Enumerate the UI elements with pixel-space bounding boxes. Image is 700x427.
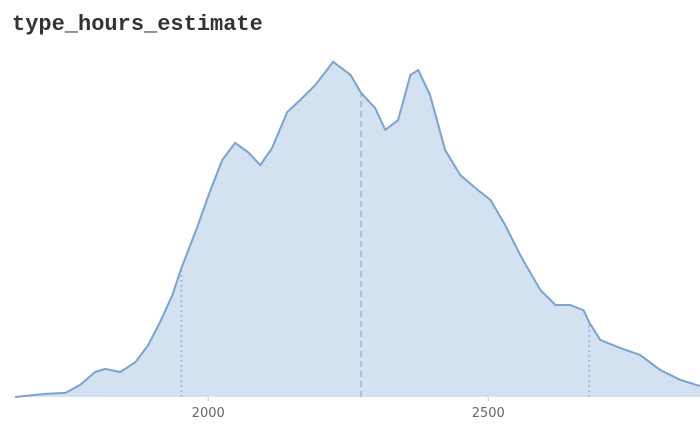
chart-title: type_hours_estimate (12, 12, 263, 37)
density-line (14, 60, 700, 398)
x-tick-label: 2500 (472, 406, 505, 421)
density-area (15, 61, 700, 398)
x-tick-label: 2000 (192, 406, 225, 421)
